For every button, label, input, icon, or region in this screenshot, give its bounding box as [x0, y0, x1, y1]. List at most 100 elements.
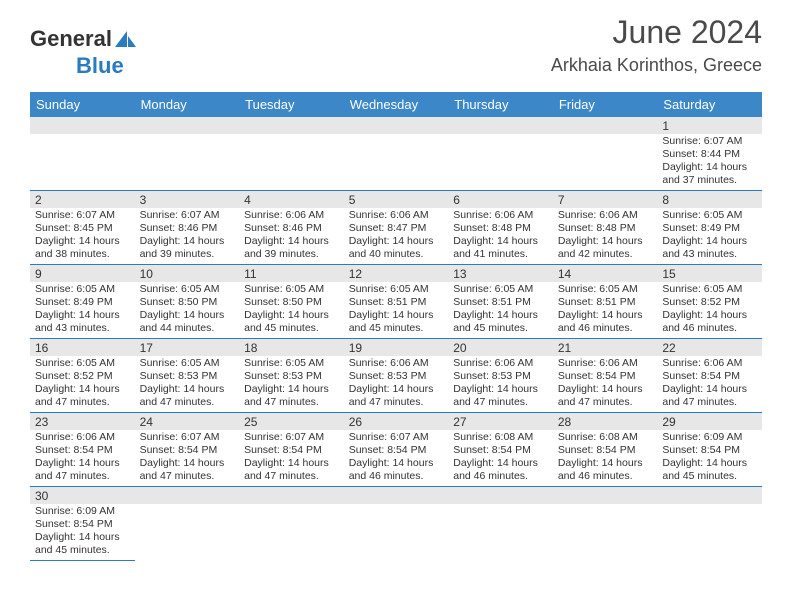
day-number: 4: [239, 191, 344, 208]
daylight-text: Daylight: 14 hours: [453, 383, 538, 395]
daylight-text: and 47 minutes.: [349, 396, 424, 408]
day-number-cell: 1: [657, 117, 762, 134]
daylight-text: and 46 minutes.: [558, 470, 633, 482]
sunrise-text: Sunrise: 6:06 AM: [349, 357, 429, 369]
sunrise-text: Sunrise: 6:06 AM: [35, 431, 115, 443]
day-number: 12: [344, 265, 449, 282]
day-details: Sunrise: 6:05 AMSunset: 8:52 PMDaylight:…: [657, 282, 762, 338]
day-number: 25: [239, 413, 344, 430]
sunrise-text: Sunrise: 6:05 AM: [244, 357, 324, 369]
day-content-cell: Sunrise: 6:06 AMSunset: 8:54 PMDaylight:…: [30, 430, 135, 487]
day-number-cell: 29: [657, 413, 762, 431]
daylight-text: and 46 minutes.: [558, 322, 633, 334]
daylight-text: Daylight: 14 hours: [453, 309, 538, 321]
daylight-text: and 40 minutes.: [349, 248, 424, 260]
daylight-text: and 47 minutes.: [453, 396, 528, 408]
daylight-text: Daylight: 14 hours: [244, 235, 329, 247]
day-details: Sunrise: 6:06 AMSunset: 8:46 PMDaylight:…: [239, 208, 344, 264]
day-number-cell: 23: [30, 413, 135, 431]
weekday-header: Sunday: [30, 92, 135, 117]
daylight-text: and 47 minutes.: [244, 470, 319, 482]
sunset-text: Sunset: 8:54 PM: [453, 444, 531, 456]
sunrise-text: Sunrise: 6:07 AM: [349, 431, 429, 443]
sunset-text: Sunset: 8:54 PM: [558, 370, 636, 382]
sunrise-text: Sunrise: 6:05 AM: [453, 283, 533, 295]
day-number: 7: [553, 191, 658, 208]
daylight-text: Daylight: 14 hours: [244, 383, 329, 395]
daylight-text: Daylight: 14 hours: [558, 457, 643, 469]
day-number-cell: 21: [553, 339, 658, 357]
day-details: Sunrise: 6:05 AMSunset: 8:49 PMDaylight:…: [30, 282, 135, 338]
day-details: Sunrise: 6:07 AMSunset: 8:54 PMDaylight:…: [135, 430, 240, 486]
day-content-cell: Sunrise: 6:05 AMSunset: 8:50 PMDaylight:…: [239, 282, 344, 339]
sunrise-text: Sunrise: 6:07 AM: [35, 209, 115, 221]
day-number-cell: 18: [239, 339, 344, 357]
sunrise-text: Sunrise: 6:05 AM: [349, 283, 429, 295]
day-number-cell: 16: [30, 339, 135, 357]
day-number-cell: 10: [135, 265, 240, 283]
daylight-text: Daylight: 14 hours: [662, 309, 747, 321]
daylight-text: and 45 minutes.: [349, 322, 424, 334]
daylight-text: Daylight: 14 hours: [349, 309, 434, 321]
day-number-cell: 15: [657, 265, 762, 283]
sunset-text: Sunset: 8:46 PM: [140, 222, 218, 234]
day-number: 23: [30, 413, 135, 430]
sunset-text: Sunset: 8:51 PM: [349, 296, 427, 308]
sunrise-text: Sunrise: 6:05 AM: [35, 357, 115, 369]
daylight-text: Daylight: 14 hours: [662, 383, 747, 395]
day-number: 13: [448, 265, 553, 282]
sunrise-text: Sunrise: 6:07 AM: [140, 431, 220, 443]
sunrise-text: Sunrise: 6:07 AM: [662, 135, 742, 147]
day-details: Sunrise: 6:07 AMSunset: 8:54 PMDaylight:…: [344, 430, 449, 486]
daylight-text: Daylight: 14 hours: [662, 457, 747, 469]
day-content-cell: Sunrise: 6:06 AMSunset: 8:53 PMDaylight:…: [448, 356, 553, 413]
day-content-cell: Sunrise: 6:06 AMSunset: 8:46 PMDaylight:…: [239, 208, 344, 265]
day-number: 15: [657, 265, 762, 282]
daylight-text: Daylight: 14 hours: [244, 457, 329, 469]
sunrise-text: Sunrise: 6:05 AM: [558, 283, 638, 295]
day-details: Sunrise: 6:07 AMSunset: 8:46 PMDaylight:…: [135, 208, 240, 264]
sunrise-text: Sunrise: 6:06 AM: [558, 209, 638, 221]
day-content-cell: Sunrise: 6:08 AMSunset: 8:54 PMDaylight:…: [448, 430, 553, 487]
day-content-cell: Sunrise: 6:09 AMSunset: 8:54 PMDaylight:…: [30, 504, 135, 561]
weekday-header: Monday: [135, 92, 240, 117]
daylight-text: and 46 minutes.: [349, 470, 424, 482]
day-content-cell: Sunrise: 6:06 AMSunset: 8:48 PMDaylight:…: [553, 208, 658, 265]
day-number: 17: [135, 339, 240, 356]
daylight-text: and 45 minutes.: [453, 322, 528, 334]
sunset-text: Sunset: 8:44 PM: [662, 148, 740, 160]
daylight-text: Daylight: 14 hours: [140, 309, 225, 321]
sunset-text: Sunset: 8:52 PM: [662, 296, 740, 308]
sunrise-text: Sunrise: 6:07 AM: [244, 431, 324, 443]
daylight-text: and 47 minutes.: [35, 470, 110, 482]
weekday-header: Thursday: [448, 92, 553, 117]
day-details: Sunrise: 6:06 AMSunset: 8:47 PMDaylight:…: [344, 208, 449, 264]
day-content-cell: Sunrise: 6:07 AMSunset: 8:54 PMDaylight:…: [135, 430, 240, 487]
day-content-cell: Sunrise: 6:05 AMSunset: 8:53 PMDaylight:…: [239, 356, 344, 413]
sunrise-text: Sunrise: 6:05 AM: [244, 283, 324, 295]
sunrise-text: Sunrise: 6:08 AM: [558, 431, 638, 443]
sunrise-text: Sunrise: 6:09 AM: [662, 431, 742, 443]
day-content-cell: Sunrise: 6:07 AMSunset: 8:54 PMDaylight:…: [344, 430, 449, 487]
day-number-cell: 11: [239, 265, 344, 283]
day-content-cell: Sunrise: 6:05 AMSunset: 8:49 PMDaylight:…: [30, 282, 135, 339]
calendar-table: Sunday Monday Tuesday Wednesday Thursday…: [30, 92, 762, 561]
sunrise-text: Sunrise: 6:05 AM: [140, 357, 220, 369]
day-content-cell: Sunrise: 6:06 AMSunset: 8:47 PMDaylight:…: [344, 208, 449, 265]
sunrise-text: Sunrise: 6:06 AM: [349, 209, 429, 221]
brand-part1: General: [30, 26, 112, 51]
sunset-text: Sunset: 8:48 PM: [558, 222, 636, 234]
day-content-cell: Sunrise: 6:06 AMSunset: 8:54 PMDaylight:…: [553, 356, 658, 413]
sunset-text: Sunset: 8:48 PM: [453, 222, 531, 234]
day-number-cell: 14: [553, 265, 658, 283]
day-details: Sunrise: 6:06 AMSunset: 8:53 PMDaylight:…: [344, 356, 449, 412]
day-content-cell: Sunrise: 6:05 AMSunset: 8:51 PMDaylight:…: [448, 282, 553, 339]
sunrise-text: Sunrise: 6:07 AM: [140, 209, 220, 221]
day-number: 16: [30, 339, 135, 356]
day-details: Sunrise: 6:05 AMSunset: 8:51 PMDaylight:…: [553, 282, 658, 338]
day-content-cell: Sunrise: 6:06 AMSunset: 8:54 PMDaylight:…: [657, 356, 762, 413]
daylight-text: and 41 minutes.: [453, 248, 528, 260]
day-number: 18: [239, 339, 344, 356]
daylight-text: Daylight: 14 hours: [140, 235, 225, 247]
day-content-cell: Sunrise: 6:07 AMSunset: 8:46 PMDaylight:…: [135, 208, 240, 265]
